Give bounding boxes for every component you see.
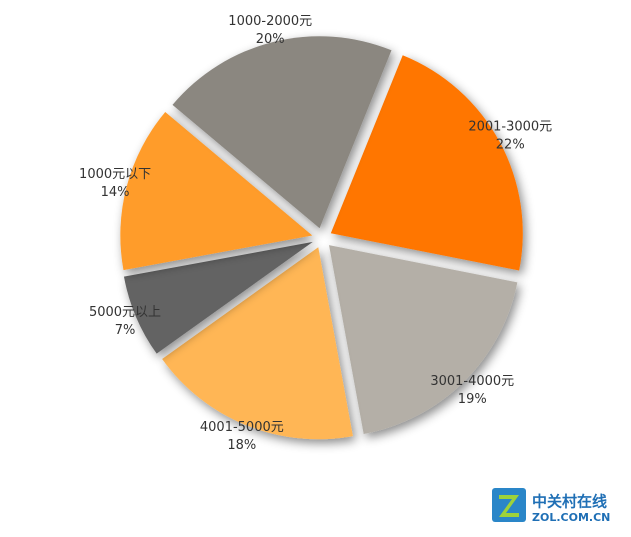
slice-label: 5000元以上 <box>89 305 161 320</box>
logo-name: 中关村在线 <box>532 493 607 511</box>
slice-label: 3001-4000元 <box>430 374 514 389</box>
logo-z <box>499 495 519 517</box>
slice-value: 22% <box>496 138 525 153</box>
pie-slice <box>172 36 392 229</box>
slice-label: 4001-5000元 <box>200 420 284 435</box>
logo: 中关村在线 ZOL.COM.CN <box>492 488 610 524</box>
slice-value: 14% <box>101 185 130 200</box>
slice-value: 19% <box>458 392 487 407</box>
pie-slice <box>329 245 518 434</box>
logo-url: ZOL.COM.CN <box>532 511 610 524</box>
slice-label: 2001-3000元 <box>468 120 552 135</box>
pie-slice <box>123 241 313 354</box>
slice-label: 1000-2000元 <box>228 14 312 29</box>
slice-value: 18% <box>227 438 256 453</box>
pie-slice <box>120 112 313 271</box>
pie-slice <box>330 55 523 271</box>
slice-label: 1000元以下 <box>79 167 151 182</box>
slice-value: 20% <box>256 32 285 47</box>
slice-value: 7% <box>115 323 136 338</box>
pie-slice <box>162 247 353 440</box>
